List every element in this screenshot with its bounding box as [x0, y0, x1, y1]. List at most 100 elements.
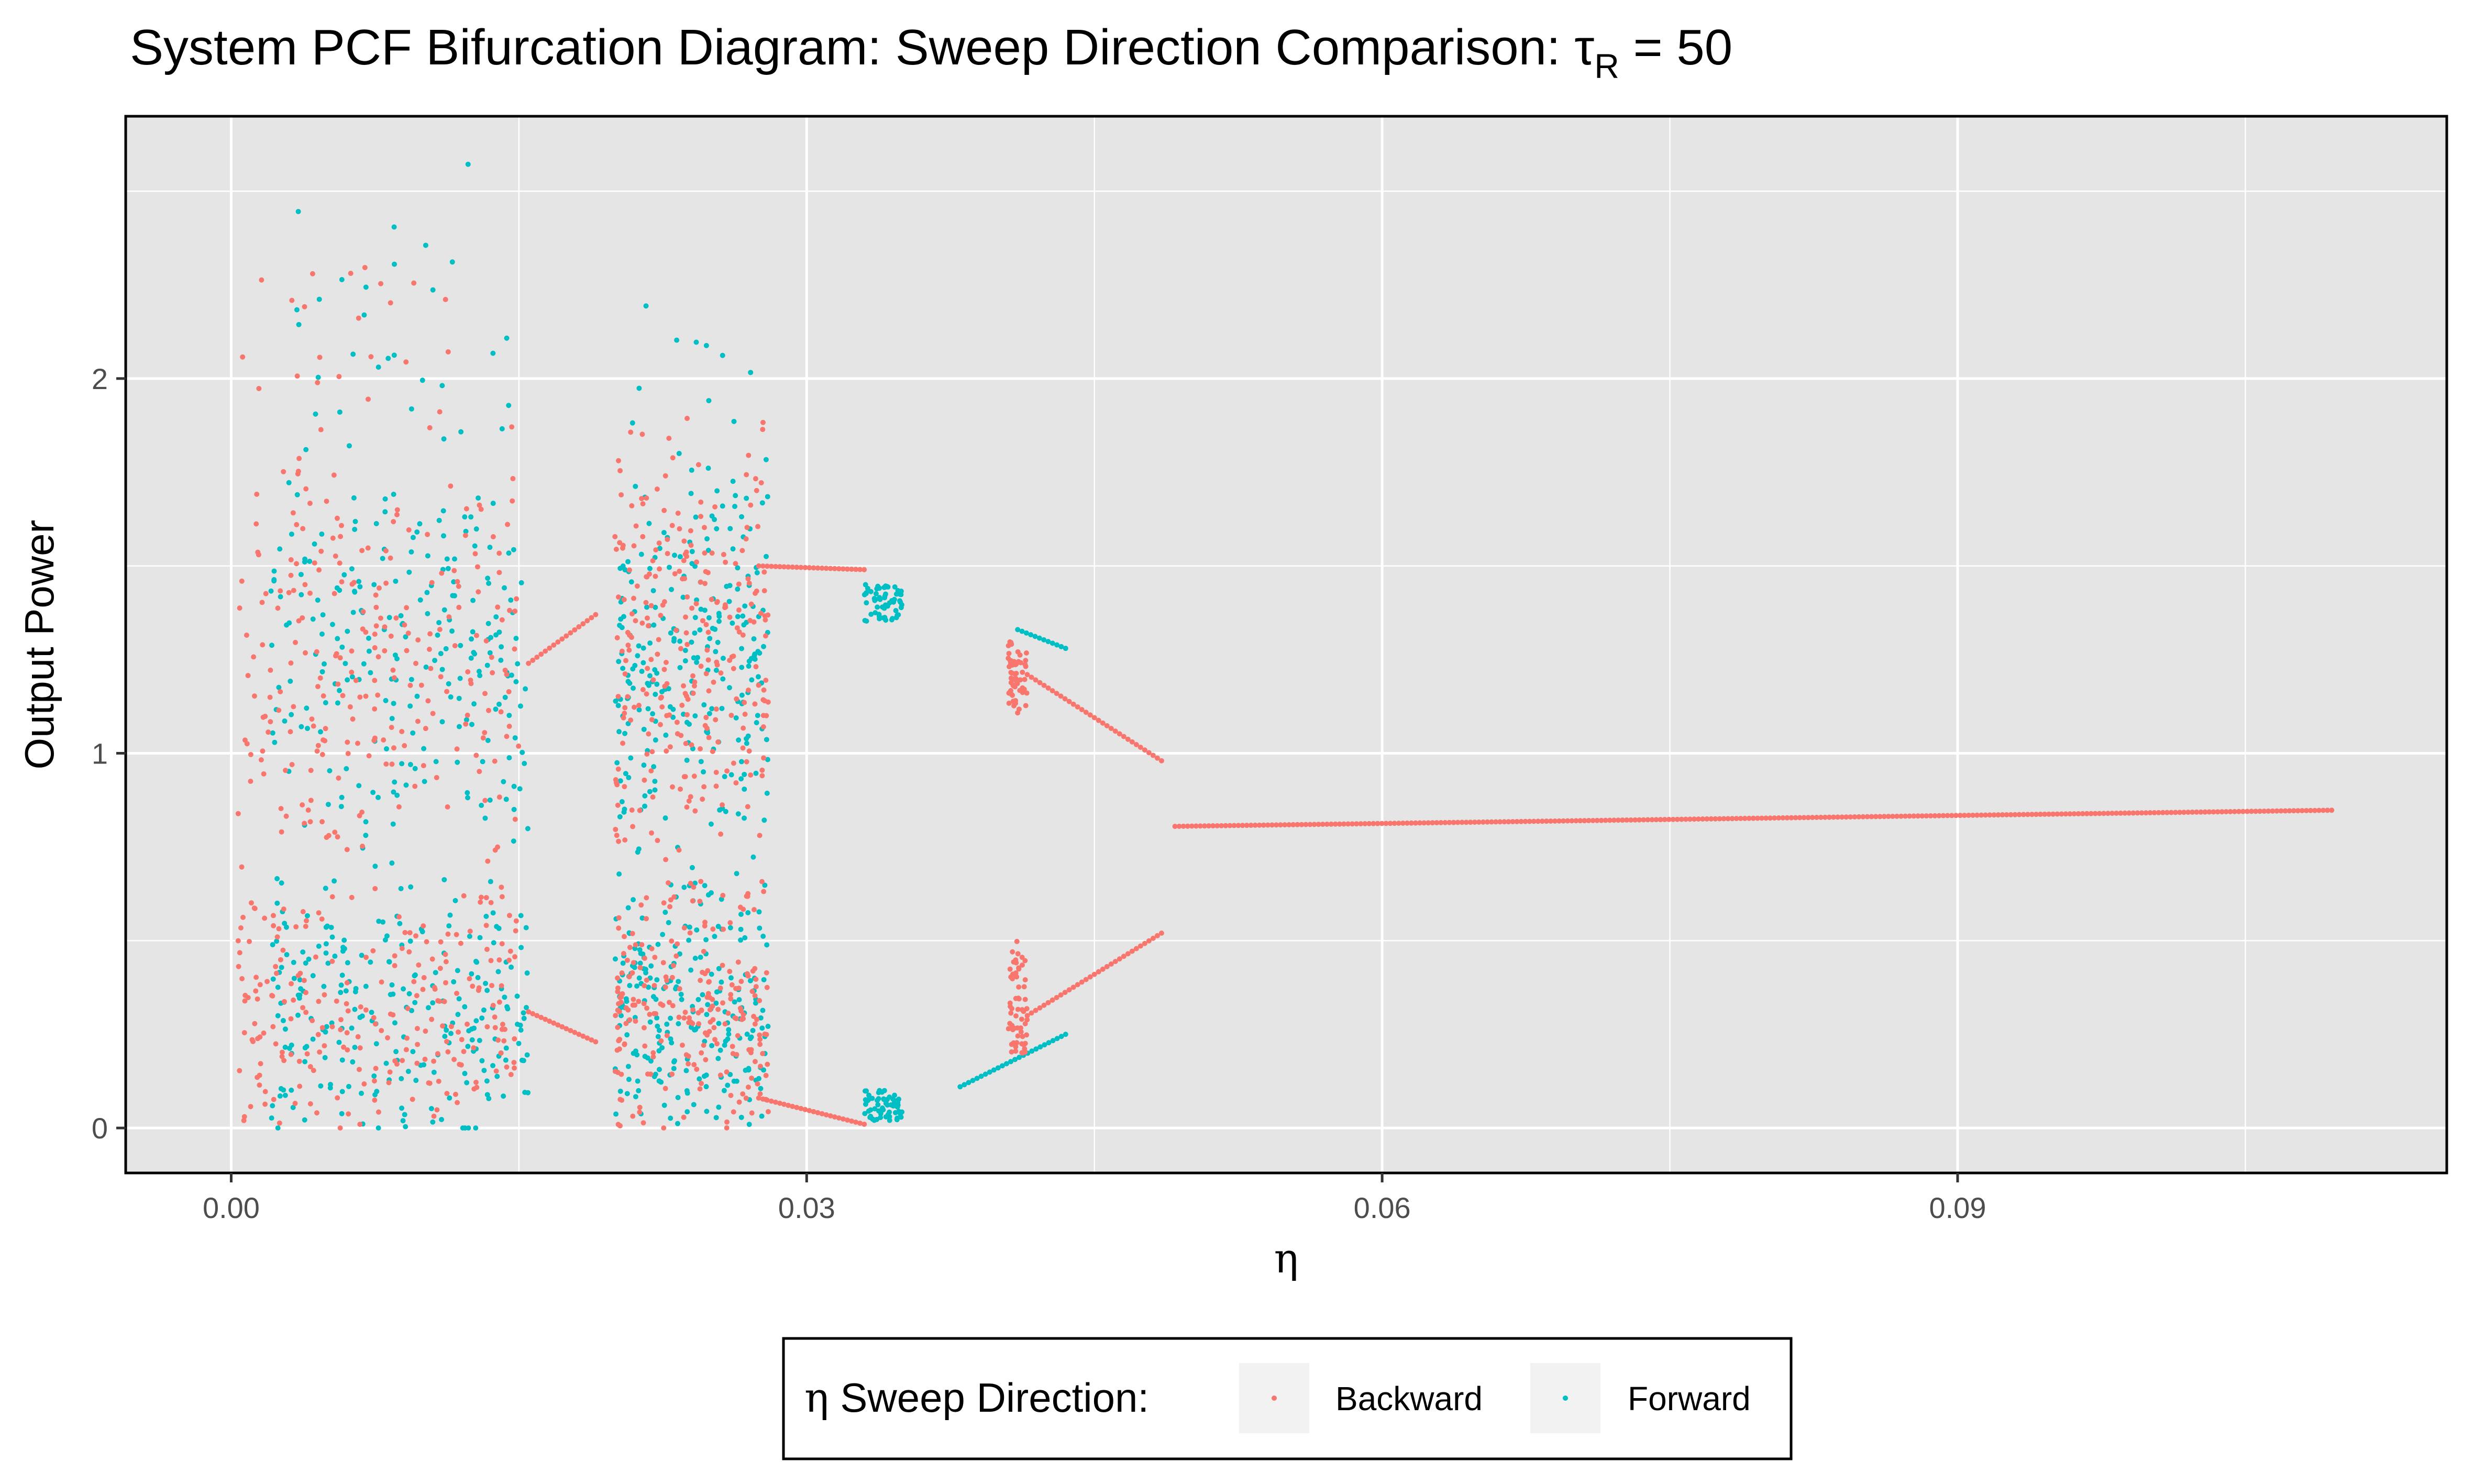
data-point [372, 645, 378, 651]
data-point [463, 528, 469, 534]
data-point [1029, 1010, 1034, 1016]
data-point [2139, 810, 2145, 816]
data-point [749, 1110, 755, 1116]
data-point [1881, 814, 1887, 819]
data-point [504, 672, 510, 678]
data-point [1704, 816, 1710, 822]
data-point [372, 885, 378, 891]
data-point [2143, 810, 2149, 816]
data-point [363, 1007, 369, 1013]
data-point [2282, 808, 2288, 814]
data-point [670, 1003, 676, 1009]
data-point [465, 1021, 470, 1027]
data-point [1018, 1025, 1024, 1031]
data-point [268, 719, 273, 725]
data-point [893, 608, 899, 614]
data-point [502, 585, 507, 591]
data-point [435, 1051, 440, 1057]
data-point [732, 504, 738, 510]
data-point [421, 746, 427, 751]
data-point [512, 1065, 517, 1071]
data-point [433, 970, 438, 976]
data-point [255, 1075, 260, 1080]
data-point [754, 1016, 760, 1022]
data-point [503, 1057, 509, 1063]
data-point [695, 996, 701, 1002]
data-point [253, 988, 259, 994]
data-point [499, 644, 504, 650]
data-point [642, 983, 647, 989]
data-point [298, 986, 304, 992]
data-point [427, 631, 433, 637]
data-point [337, 409, 343, 415]
data-point [352, 1045, 358, 1050]
data-point [399, 1105, 405, 1111]
data-point [672, 986, 678, 992]
data-point [271, 923, 277, 928]
data-point [663, 660, 669, 666]
data-point [339, 794, 345, 800]
data-point [391, 519, 396, 525]
data-point [686, 1061, 691, 1067]
data-point [297, 977, 303, 983]
data-point [2261, 809, 2267, 814]
data-point [335, 834, 340, 840]
data-point [452, 643, 458, 649]
data-point [389, 716, 395, 722]
data-point [559, 1024, 565, 1029]
data-point [307, 1064, 313, 1070]
data-point [489, 983, 495, 989]
data-point [1070, 701, 1076, 707]
data-point [739, 514, 745, 519]
data-point [506, 755, 512, 761]
data-point [1915, 813, 1921, 819]
data-point [622, 837, 628, 843]
data-point [1936, 813, 1942, 818]
data-point [383, 746, 389, 752]
data-point [349, 669, 355, 675]
data-point [318, 548, 324, 554]
data-point [752, 1059, 758, 1065]
data-point [280, 947, 286, 953]
data-point [622, 1042, 627, 1047]
data-point [1907, 813, 1913, 819]
data-point [2274, 808, 2280, 814]
data-point [375, 692, 381, 698]
data-point [641, 762, 647, 768]
data-point [713, 783, 719, 789]
data-point [626, 974, 632, 980]
data-point [715, 639, 721, 645]
data-point [722, 1042, 727, 1048]
data-point [623, 1021, 629, 1026]
data-point [1133, 741, 1139, 747]
data-point [668, 630, 673, 636]
data-point [823, 566, 829, 571]
data-point [1011, 1040, 1017, 1046]
data-point [362, 264, 368, 270]
data-point [727, 526, 733, 531]
data-point [746, 748, 752, 754]
data-point [681, 1114, 687, 1120]
data-point [625, 643, 631, 648]
data-point [373, 521, 379, 527]
data-point [366, 753, 372, 759]
data-point [756, 682, 761, 688]
data-point [754, 488, 759, 493]
data-point [402, 1112, 407, 1117]
data-point [360, 609, 366, 615]
data-point [718, 831, 724, 837]
data-point [701, 702, 707, 708]
data-point [335, 700, 340, 706]
data-point [345, 751, 351, 757]
data-point [394, 656, 400, 661]
data-point [492, 1025, 498, 1031]
data-point [761, 569, 767, 575]
data-point [465, 1044, 471, 1049]
data-point [480, 759, 485, 765]
data-point [642, 1043, 648, 1049]
data-point [759, 879, 765, 884]
data-point [688, 794, 693, 800]
data-point [641, 1025, 647, 1031]
data-point [456, 695, 462, 701]
data-point [647, 566, 653, 571]
